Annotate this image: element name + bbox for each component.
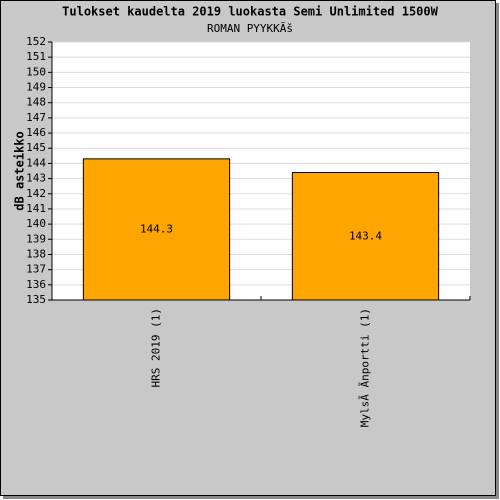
value-label: 144.3 <box>140 222 173 235</box>
y-tick-label: 145 <box>26 141 46 154</box>
y-tick-label: 151 <box>26 50 46 63</box>
x-tick-label: HRS 2019 (1) <box>150 308 163 387</box>
y-tick-label: 142 <box>26 187 46 200</box>
y-tick-label: 135 <box>26 293 46 306</box>
y-axis-label: dB asteikko <box>13 131 27 210</box>
y-tick-label: 152 <box>26 35 46 48</box>
y-tick-label: 148 <box>26 96 46 109</box>
chart-subtitle: ROMAN PYYKKÃš <box>207 22 293 35</box>
y-tick-label: 137 <box>26 263 46 276</box>
y-tick-label: 143 <box>26 172 46 185</box>
y-tick-label: 147 <box>26 111 46 124</box>
value-label: 143.4 <box>349 229 382 242</box>
y-tick-label: 141 <box>26 202 46 215</box>
y-tick-label: 144 <box>26 156 46 169</box>
y-tick-label: 150 <box>26 65 46 78</box>
y-tick-label: 138 <box>26 247 46 260</box>
y-tick-label: 149 <box>26 81 46 94</box>
y-tick-label: 139 <box>26 232 46 245</box>
bar <box>291 172 440 301</box>
chart-title: Tulokset kaudelta 2019 luokasta Semi Unl… <box>62 5 438 19</box>
y-tick-label: 140 <box>26 217 46 230</box>
y-tick-label: 136 <box>26 278 46 291</box>
x-tick-label: MylsÃ Ãnportti (1) <box>359 308 372 427</box>
y-tick-label: 146 <box>26 126 46 139</box>
